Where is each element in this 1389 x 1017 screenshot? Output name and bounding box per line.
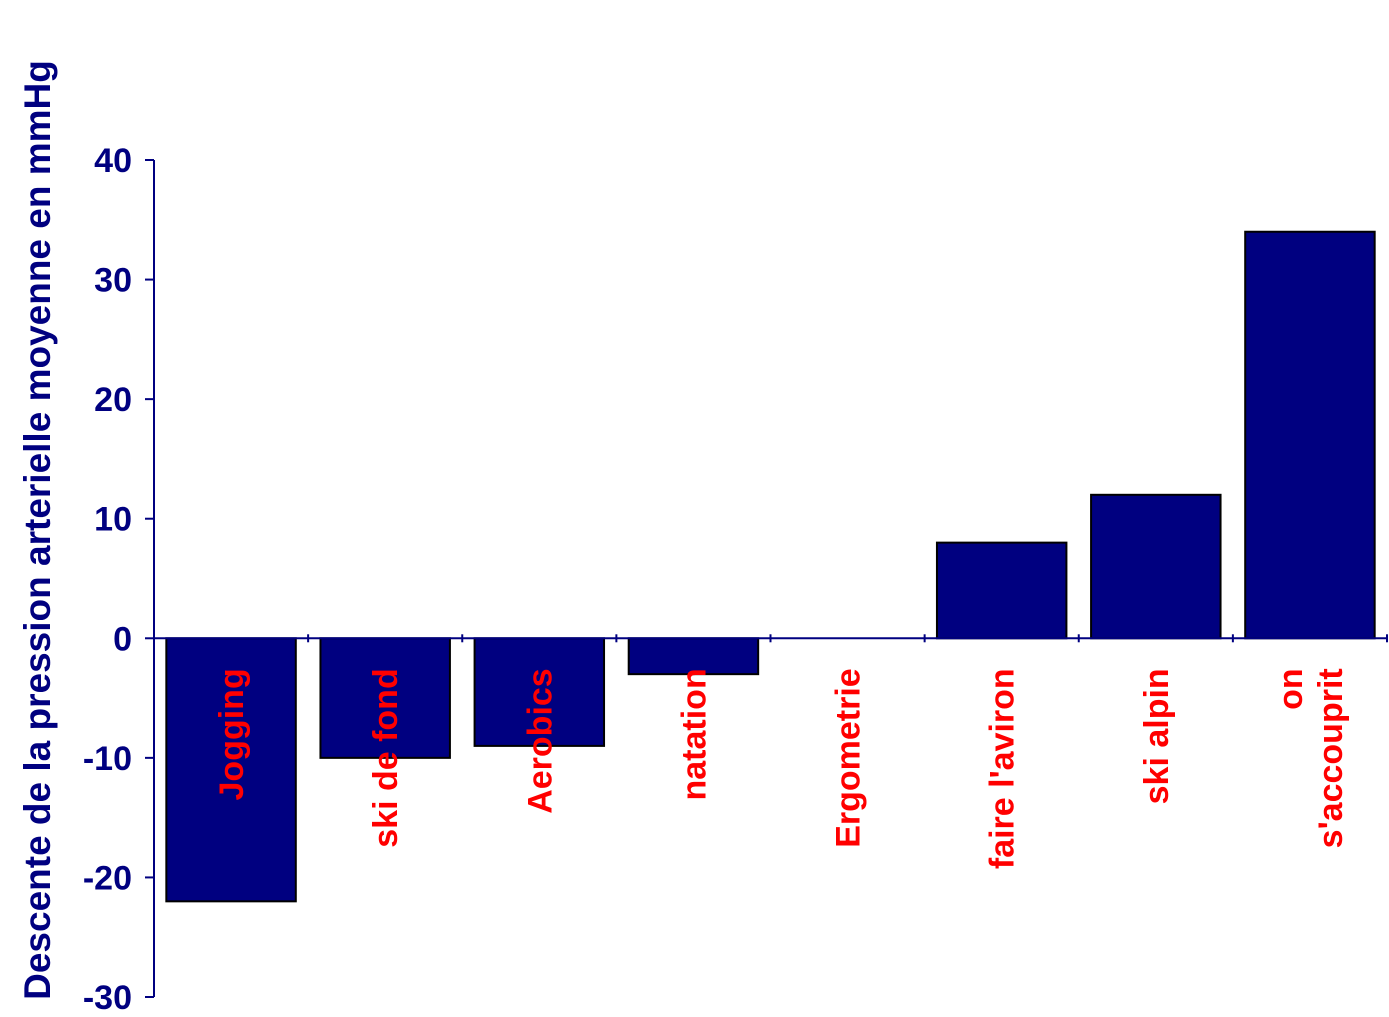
category-label: ski alpin <box>1138 668 1176 804</box>
category-label: Ergometrie <box>830 668 868 848</box>
category-label-line: s'accouprit <box>1312 668 1350 848</box>
y-axis: 40 30 20 10 0 -10 -20 -30 <box>83 142 155 1017</box>
y-tick-label: -10 <box>83 740 132 778</box>
y-tick-label: 20 <box>94 381 132 419</box>
category-label-line: Ergometrie <box>830 668 868 848</box>
category-label-line: on <box>1272 668 1310 710</box>
y-tick-label: 30 <box>94 262 132 300</box>
y-tick-label: 40 <box>94 142 132 180</box>
y-axis-label: Descente de la pression arterielle moyen… <box>17 60 58 1000</box>
category-label-line: faire l'aviron <box>984 668 1022 869</box>
category-label: natation <box>675 668 713 800</box>
bar <box>935 541 1068 640</box>
category-label: on s'accouprit <box>1272 668 1350 848</box>
y-tick-label: -20 <box>83 859 132 897</box>
bar <box>627 637 760 676</box>
bar <box>165 637 297 903</box>
category-label-line: natation <box>675 668 713 800</box>
y-tick-label: 10 <box>94 501 132 539</box>
bar <box>1090 493 1222 640</box>
category-label-line: Jogging <box>213 668 251 800</box>
y-tick-label: -30 <box>83 979 132 1017</box>
category-label-line: ski alpin <box>1138 668 1176 804</box>
category-label: Aerobics <box>521 668 559 814</box>
category-label-line: Aerobics <box>521 668 559 814</box>
bar <box>1244 230 1376 640</box>
bars <box>165 230 1376 903</box>
category-label-line: ski de fond <box>367 668 405 847</box>
category-label: Jogging <box>213 668 251 800</box>
category-labels: Jogging ski de fond Aerobics natation Ergome… <box>213 668 1350 869</box>
x-axis <box>153 634 1388 643</box>
category-label: faire l'aviron <box>984 668 1022 869</box>
bar <box>319 637 451 759</box>
y-tick-label: 0 <box>113 620 132 658</box>
category-label: ski de fond <box>367 668 405 847</box>
